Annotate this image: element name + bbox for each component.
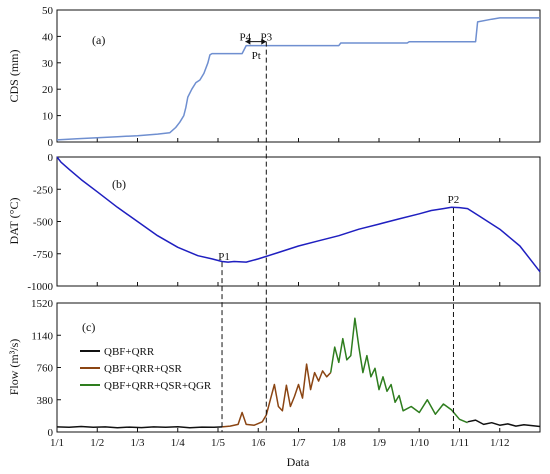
x-tick-label: 1/5 [211, 437, 226, 449]
x-tick-label: 1/7 [291, 437, 306, 449]
dashed-guides [221, 41, 454, 432]
y-tick-label: 0 [48, 152, 54, 164]
pt-arrow-head-right [261, 38, 267, 45]
x-tick-label: 1/8 [332, 437, 347, 449]
x-tick-label: 1/11 [450, 437, 469, 449]
panel-a-ylabel: CDS (mm) [7, 49, 21, 102]
y-tick-label: 30 [42, 58, 54, 70]
panel-a-tag: (a) [92, 33, 105, 47]
y-tick-label: 1140 [31, 330, 53, 342]
panel-b-frame [56, 156, 541, 287]
annotation-p1: P1 [218, 251, 230, 263]
panel-a-ticks: 0 10 20 30 40 50 [42, 5, 501, 149]
x-tick-label: 1/12 [490, 437, 510, 449]
x-tick-label: 1/2 [90, 437, 104, 449]
panel-b-tag: (b) [112, 177, 126, 191]
panel-c-series [56, 317, 541, 429]
panel-b-ticks: -1000 -750 -500 -250 0 [27, 152, 501, 293]
x-tick-label: 1/3 [130, 437, 145, 449]
y-tick-label: -250 [33, 184, 54, 196]
panel-c: Flow (m³/s) (c) 0 380 760 1140 1520 1/1 1/2 1/3… [7, 298, 541, 469]
y-tick-label: -750 [33, 249, 54, 261]
y-tick-label: 760 [37, 363, 54, 375]
panel-b-ylabel: DAT (°C) [7, 198, 21, 245]
y-tick-label: 50 [42, 5, 54, 17]
series-line-c-1 [221, 363, 332, 428]
panel-a-frame [56, 9, 541, 143]
y-tick-label: -500 [33, 217, 54, 229]
legend-label: QBF+QRR+QSR+QGR [104, 380, 212, 392]
series-line-c-2 [329, 317, 468, 424]
y-tick-label: 0 [48, 427, 54, 439]
panel-b-annotations: P1 P2 [218, 194, 459, 263]
y-tick-label: 40 [42, 31, 54, 43]
panel-c-tag: (c) [82, 320, 95, 334]
panel-b-series [56, 156, 541, 273]
y-tick-label: 1520 [31, 298, 54, 310]
legend-label: QBF+QRR+QSR [104, 363, 182, 375]
y-tick-label: -1000 [27, 281, 53, 293]
y-tick-label: 0 [48, 137, 54, 149]
panel-c-legend: QBF+QRR QBF+QRR+QSR QBF+QRR+QSR+QGR [80, 346, 212, 392]
legend-label: QBF+QRR [104, 346, 155, 358]
panel-c-ticks: 0 380 760 1140 1520 1/1 1/2 1/3 1/4 1/5 1/6 1/7 1/8 1… [31, 298, 510, 449]
series-line-c-3 [467, 419, 541, 428]
x-tick-label: 1/6 [251, 437, 266, 449]
annotation-pt: Pt [252, 50, 261, 62]
y-tick-label: 380 [37, 395, 54, 407]
panel-a-series [56, 17, 540, 141]
annotation-p2: P2 [448, 194, 460, 206]
x-tick-label: 1/1 [50, 437, 64, 449]
x-tick-label: 1/9 [372, 437, 387, 449]
series-line-c-0 [56, 425, 223, 429]
x-tick-label: 1/10 [409, 437, 429, 449]
panel-c-xlabel: Data [287, 455, 310, 469]
panel-c-ylabel: Flow (m³/s) [7, 339, 21, 396]
y-tick-label: 20 [42, 84, 54, 96]
pt-arrow-head-left [245, 38, 251, 45]
series-line-a-0 [56, 17, 540, 141]
y-tick-label: 10 [42, 111, 54, 123]
panel-b: DAT (°C) (b) -1000 -750 -500 -250 0 P1 P2 [7, 152, 541, 293]
series-line-b-0 [56, 156, 541, 273]
x-tick-label: 1/4 [171, 437, 186, 449]
